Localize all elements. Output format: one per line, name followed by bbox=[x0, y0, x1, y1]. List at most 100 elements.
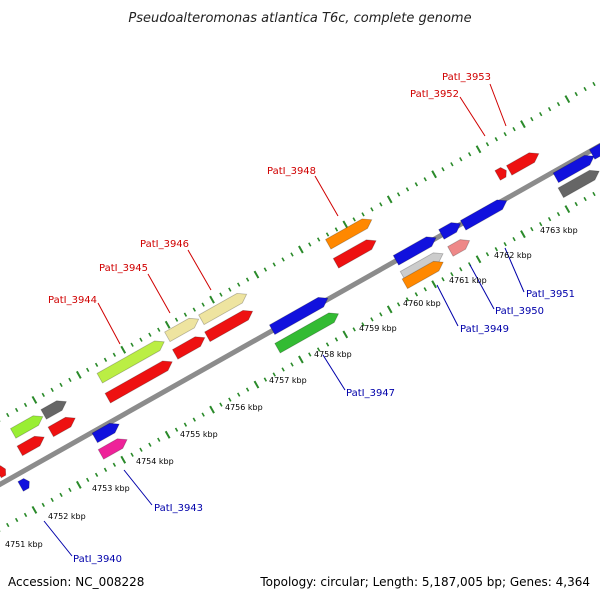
gene-arrow bbox=[401, 260, 444, 290]
tick-mark bbox=[183, 312, 188, 317]
tick-mark bbox=[583, 86, 587, 92]
kbp-label: 4751 kbp bbox=[5, 540, 43, 549]
tick-mark bbox=[342, 220, 349, 229]
tick-mark bbox=[41, 502, 45, 508]
tick-mark bbox=[503, 242, 507, 247]
gene-arrow bbox=[104, 360, 173, 404]
gene-arrow bbox=[332, 239, 377, 269]
tick-mark bbox=[352, 327, 356, 332]
tick-mark bbox=[370, 317, 374, 322]
tick-mark bbox=[539, 111, 543, 117]
gene-arrow bbox=[392, 236, 437, 266]
kbp-label: 4758 kbp bbox=[314, 350, 352, 359]
tick-mark bbox=[14, 517, 19, 523]
genes bbox=[0, 143, 600, 492]
kbp-labels: 4751 kbp 4752 kbp 4753 kbp 4754 kbp 4755… bbox=[5, 226, 578, 549]
tick-mark bbox=[361, 322, 365, 327]
tick-mark bbox=[130, 452, 134, 457]
tick-mark bbox=[219, 402, 223, 407]
tick-mark bbox=[192, 417, 196, 422]
gene-label: PatI_3946 bbox=[140, 239, 189, 250]
tick-mark bbox=[342, 330, 349, 339]
bottom-gene-labels: PatI_3940 PatI_3943 PatI_3947 PatI_3949 … bbox=[73, 289, 575, 565]
tick-mark bbox=[556, 211, 561, 217]
tick-mark bbox=[334, 227, 339, 232]
tick-mark bbox=[103, 357, 108, 362]
tick-mark bbox=[157, 437, 161, 442]
gene-arrow bbox=[16, 435, 45, 457]
gene-label: PatI_3944 bbox=[48, 295, 97, 306]
gene-arrow bbox=[438, 222, 462, 240]
gene-arrow bbox=[47, 416, 76, 438]
tick-mark bbox=[94, 362, 99, 367]
kbp-label: 4760 kbp bbox=[403, 299, 441, 308]
tick-mark bbox=[414, 292, 419, 297]
tick-mark bbox=[86, 367, 90, 372]
tick-mark bbox=[431, 280, 437, 289]
tick-mark bbox=[441, 277, 445, 282]
tick-mark bbox=[120, 345, 127, 354]
gene-label: PatI_3945 bbox=[99, 263, 148, 274]
accession-text: Accession: NC_008228 bbox=[8, 575, 144, 589]
tick-mark bbox=[209, 295, 215, 304]
gene-arrow bbox=[97, 438, 128, 460]
tick-mark bbox=[201, 302, 205, 307]
tick-mark bbox=[31, 395, 38, 404]
kbp-label: 4755 kbp bbox=[180, 430, 218, 439]
tick-mark bbox=[201, 412, 205, 417]
tick-mark bbox=[31, 505, 38, 514]
gene-arrow bbox=[40, 400, 67, 420]
tick-mark bbox=[139, 337, 143, 342]
tick-mark bbox=[574, 91, 578, 97]
genome-summary-text: Topology: circular; Length: 5,187,005 bp… bbox=[259, 575, 590, 589]
tick-mark bbox=[209, 405, 215, 414]
tick-mark bbox=[272, 372, 276, 377]
gene-label: PatI_3951 bbox=[526, 289, 575, 300]
tick-mark bbox=[14, 407, 19, 413]
tick-mark bbox=[564, 95, 571, 104]
tick-mark bbox=[298, 245, 304, 254]
tick-mark bbox=[237, 392, 241, 397]
tick-mark bbox=[245, 277, 250, 282]
tick-mark bbox=[396, 302, 401, 307]
tick-mark bbox=[290, 362, 294, 367]
tick-mark bbox=[308, 352, 312, 357]
kbp-label: 4752 kbp bbox=[48, 512, 86, 521]
tick-mark bbox=[414, 182, 419, 187]
tick-mark bbox=[530, 226, 534, 232]
kbp-label: 4756 kbp bbox=[225, 403, 263, 412]
tick-mark bbox=[59, 382, 63, 388]
tick-mark bbox=[352, 217, 356, 222]
gene-arrow bbox=[17, 478, 30, 492]
leader-lines bbox=[43, 83, 525, 557]
tick-mark bbox=[475, 255, 482, 264]
tick-mark bbox=[245, 387, 250, 392]
tick-mark bbox=[75, 370, 82, 379]
tick-mark bbox=[50, 387, 54, 393]
tick-mark bbox=[120, 455, 127, 464]
tick-mark bbox=[556, 101, 561, 107]
tick-mark bbox=[379, 312, 383, 317]
tick-mark bbox=[86, 477, 90, 482]
gene-arrow bbox=[447, 239, 471, 257]
tick-mark bbox=[423, 287, 427, 292]
tick-mark bbox=[431, 170, 437, 179]
tick-mark bbox=[59, 492, 63, 498]
kbp-label: 4753 kbp bbox=[92, 484, 130, 493]
tick-mark bbox=[253, 270, 260, 279]
tick-mark bbox=[520, 230, 526, 239]
gene-label: PatI_3943 bbox=[154, 503, 203, 514]
tick-mark bbox=[164, 430, 171, 439]
tick-mark bbox=[574, 201, 578, 207]
kbp-label: 4761 kbp bbox=[449, 276, 487, 285]
tick-mark bbox=[6, 522, 10, 528]
tick-mark bbox=[325, 342, 330, 347]
tick-mark bbox=[68, 377, 72, 383]
gene-label: PatI_3953 bbox=[442, 72, 491, 83]
gene-label: PatI_3940 bbox=[73, 554, 122, 565]
tick-mark bbox=[592, 191, 596, 197]
tick-mark bbox=[467, 152, 472, 157]
tick-mark bbox=[103, 467, 108, 472]
gene-arrow bbox=[0, 465, 7, 479]
